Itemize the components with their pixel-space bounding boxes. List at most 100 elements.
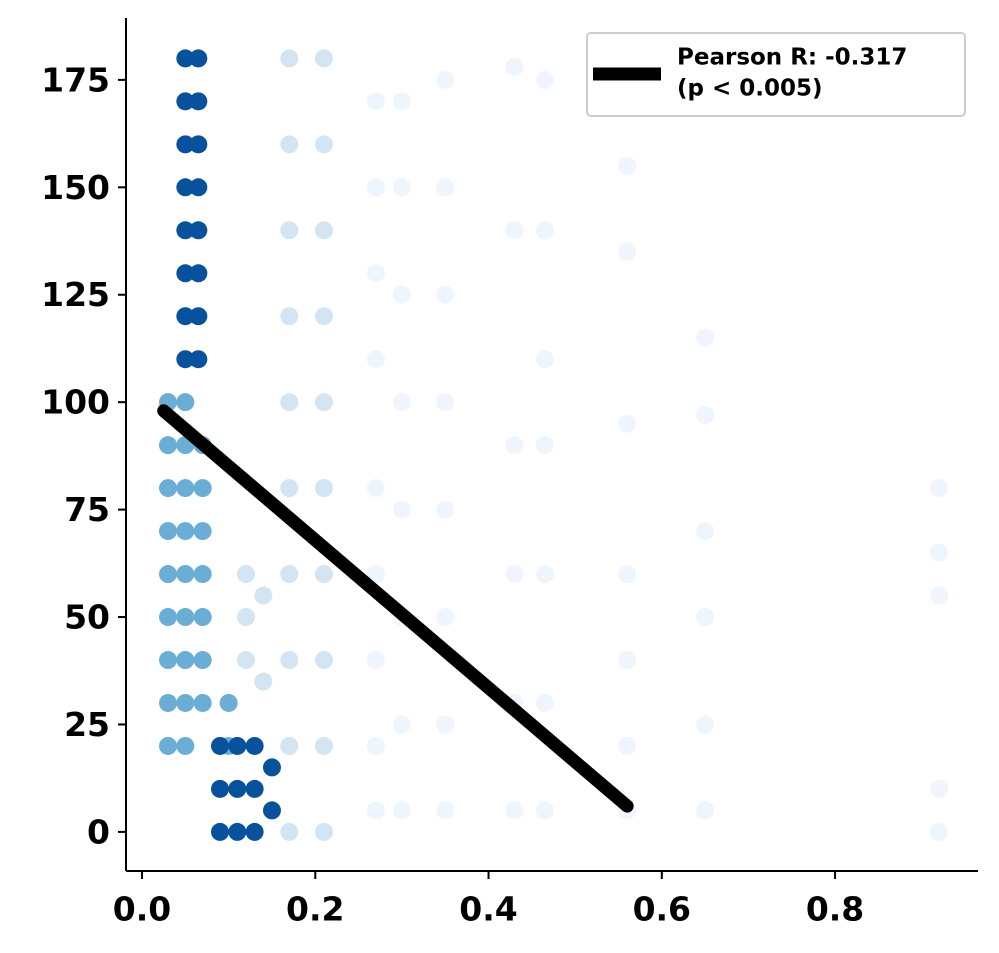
point (436, 715, 455, 734)
point (210, 779, 229, 798)
point (280, 49, 299, 68)
point (618, 414, 637, 433)
point (176, 479, 195, 498)
point (159, 651, 178, 670)
point (618, 242, 637, 261)
point (193, 565, 212, 584)
y-tick-label: 125 (41, 275, 110, 314)
point (193, 522, 212, 541)
point (280, 393, 299, 412)
point (280, 822, 299, 841)
point (436, 500, 455, 519)
point (176, 49, 195, 68)
point (176, 393, 195, 412)
point (176, 221, 195, 240)
point (219, 693, 238, 712)
point (228, 822, 247, 841)
point (176, 135, 195, 154)
point (159, 608, 178, 627)
point (189, 49, 208, 68)
point (314, 221, 333, 240)
point (280, 651, 299, 670)
point (193, 608, 212, 627)
point (236, 565, 255, 584)
x-tick-label: 0.4 (459, 890, 517, 929)
point (436, 178, 455, 197)
point (366, 651, 385, 670)
point (618, 565, 637, 584)
point (392, 285, 411, 304)
point (366, 479, 385, 498)
point (366, 92, 385, 111)
point (176, 350, 195, 369)
point (262, 801, 281, 820)
y-tick-label: 175 (41, 60, 110, 99)
point (228, 779, 247, 798)
x-tick-label: 0.6 (633, 890, 691, 929)
point (176, 651, 195, 670)
point (392, 92, 411, 111)
point (176, 92, 195, 111)
point (392, 393, 411, 412)
point (505, 436, 524, 455)
point (176, 565, 195, 584)
point (210, 736, 229, 755)
point (176, 264, 195, 283)
point (176, 608, 195, 627)
point (193, 651, 212, 670)
y-tick-label: 75 (64, 490, 110, 529)
point (535, 565, 554, 584)
point (228, 736, 247, 755)
point (436, 393, 455, 412)
point (280, 479, 299, 498)
point (366, 736, 385, 755)
point (280, 221, 299, 240)
point (930, 543, 949, 562)
point (236, 651, 255, 670)
point (535, 436, 554, 455)
point (618, 156, 637, 175)
fit-line (157, 404, 634, 813)
point (280, 736, 299, 755)
point (314, 307, 333, 326)
point (930, 779, 949, 798)
y-tick-label: 150 (41, 168, 110, 207)
y-tick-label: 50 (64, 598, 110, 637)
point (696, 715, 715, 734)
point (392, 500, 411, 519)
point (176, 522, 195, 541)
x-tick-label: 0.8 (806, 890, 864, 929)
point (280, 565, 299, 584)
point (189, 221, 208, 240)
point (193, 479, 212, 498)
point (314, 822, 333, 841)
point (366, 801, 385, 820)
point (193, 693, 212, 712)
point (262, 758, 281, 777)
point (314, 49, 333, 68)
x-tick-label: 0.2 (286, 890, 344, 929)
point (189, 178, 208, 197)
legend: Pearson R: -0.317 (p < 0.005) (586, 32, 966, 117)
point (392, 715, 411, 734)
point (159, 693, 178, 712)
point (366, 178, 385, 197)
point (930, 586, 949, 605)
point (618, 736, 637, 755)
point (535, 801, 554, 820)
point (176, 693, 195, 712)
point (505, 221, 524, 240)
point (159, 522, 178, 541)
point (314, 565, 333, 584)
point (314, 393, 333, 412)
point (236, 608, 255, 627)
point (314, 736, 333, 755)
point (366, 350, 385, 369)
point (696, 328, 715, 347)
point (696, 406, 715, 425)
point (245, 822, 264, 841)
point (176, 736, 195, 755)
point (245, 779, 264, 798)
x-tick-label: 0.0 (113, 890, 171, 929)
point (314, 135, 333, 154)
